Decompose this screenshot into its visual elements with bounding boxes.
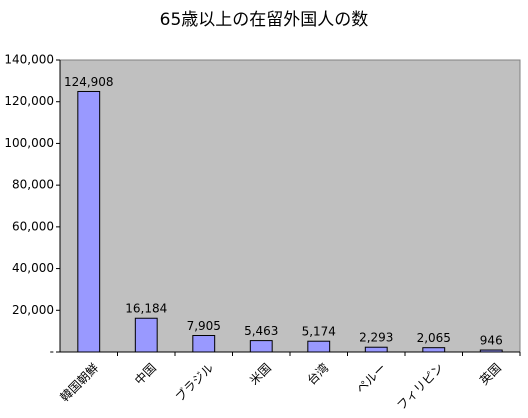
x-tick-label: 韓国朝鮮: [57, 361, 101, 405]
bar: [134, 317, 158, 353]
chart-title: 65歳以上の在留外国人の数: [160, 10, 369, 30]
value-label: 16,184: [125, 302, 167, 316]
value-label: 124,908: [64, 75, 114, 89]
y-tick-label: 140,000: [4, 53, 54, 67]
x-tick-label: フィリピン: [394, 361, 446, 413]
x-tick-label: 中国: [131, 360, 159, 388]
value-label: 5,174: [302, 325, 336, 339]
x-tick-label: ペルー: [353, 361, 388, 396]
y-tick-label: 80,000: [12, 178, 54, 192]
value-label: 2,293: [359, 331, 393, 345]
value-label: 2,065: [417, 331, 451, 345]
y-tick-label: 60,000: [12, 219, 54, 233]
x-tick-label: 米国: [247, 361, 274, 388]
x-tick-label: 台湾: [304, 360, 332, 388]
y-tick-label: 100,000: [4, 136, 54, 150]
value-label: 7,905: [187, 319, 221, 333]
value-label: 5,463: [244, 324, 278, 338]
bar: [307, 340, 331, 353]
x-tick-label: ブラジル: [172, 360, 216, 404]
bar: [364, 346, 388, 353]
bar: [77, 90, 101, 353]
value-label: 946: [480, 334, 503, 348]
bar: [479, 349, 503, 353]
y-tick-label: 20,000: [12, 303, 54, 317]
bar: [249, 340, 273, 353]
bar: [422, 347, 446, 353]
plot-area: [59, 59, 521, 353]
y-tick-label: 120,000: [4, 94, 54, 108]
y-tick-label: 40,000: [12, 261, 54, 275]
y-tick-label: -: [50, 345, 54, 359]
x-tick-label: 英国: [477, 361, 504, 388]
bar: [192, 335, 216, 353]
